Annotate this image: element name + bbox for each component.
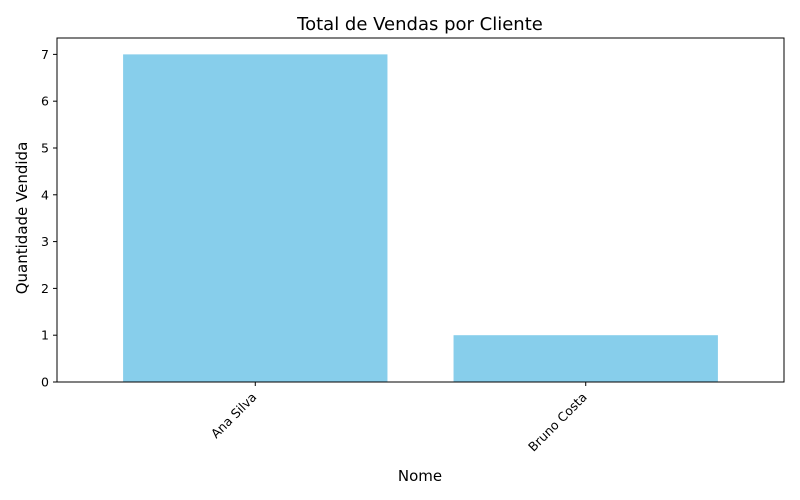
y-tick-label: 1 (41, 328, 49, 343)
plot-frame (56, 37, 785, 383)
bar-ana-silva (123, 54, 388, 382)
chart-title: Total de Vendas por Cliente (296, 14, 543, 35)
y-tick-label: 7 (41, 47, 49, 62)
bar-bruno-costa (453, 335, 718, 382)
x-axis-label: Nome (398, 467, 442, 485)
y-tick-label: 0 (41, 375, 49, 390)
y-tick-label: 4 (41, 187, 49, 202)
x-axis: Ana Silva Bruno Costa (208, 382, 590, 454)
x-tick-label: Ana Silva (208, 390, 260, 442)
y-axis: 0 1 2 3 4 5 6 7 (41, 47, 57, 390)
y-tick-label: 6 (41, 94, 49, 109)
y-tick-label: 2 (41, 281, 49, 296)
x-tick-label: Bruno Costa (525, 390, 590, 455)
plot-area (56, 37, 785, 383)
y-tick-label: 3 (41, 234, 49, 249)
y-tick-label: 5 (41, 140, 49, 155)
y-axis-label: Quantidade Vendida (13, 142, 31, 295)
